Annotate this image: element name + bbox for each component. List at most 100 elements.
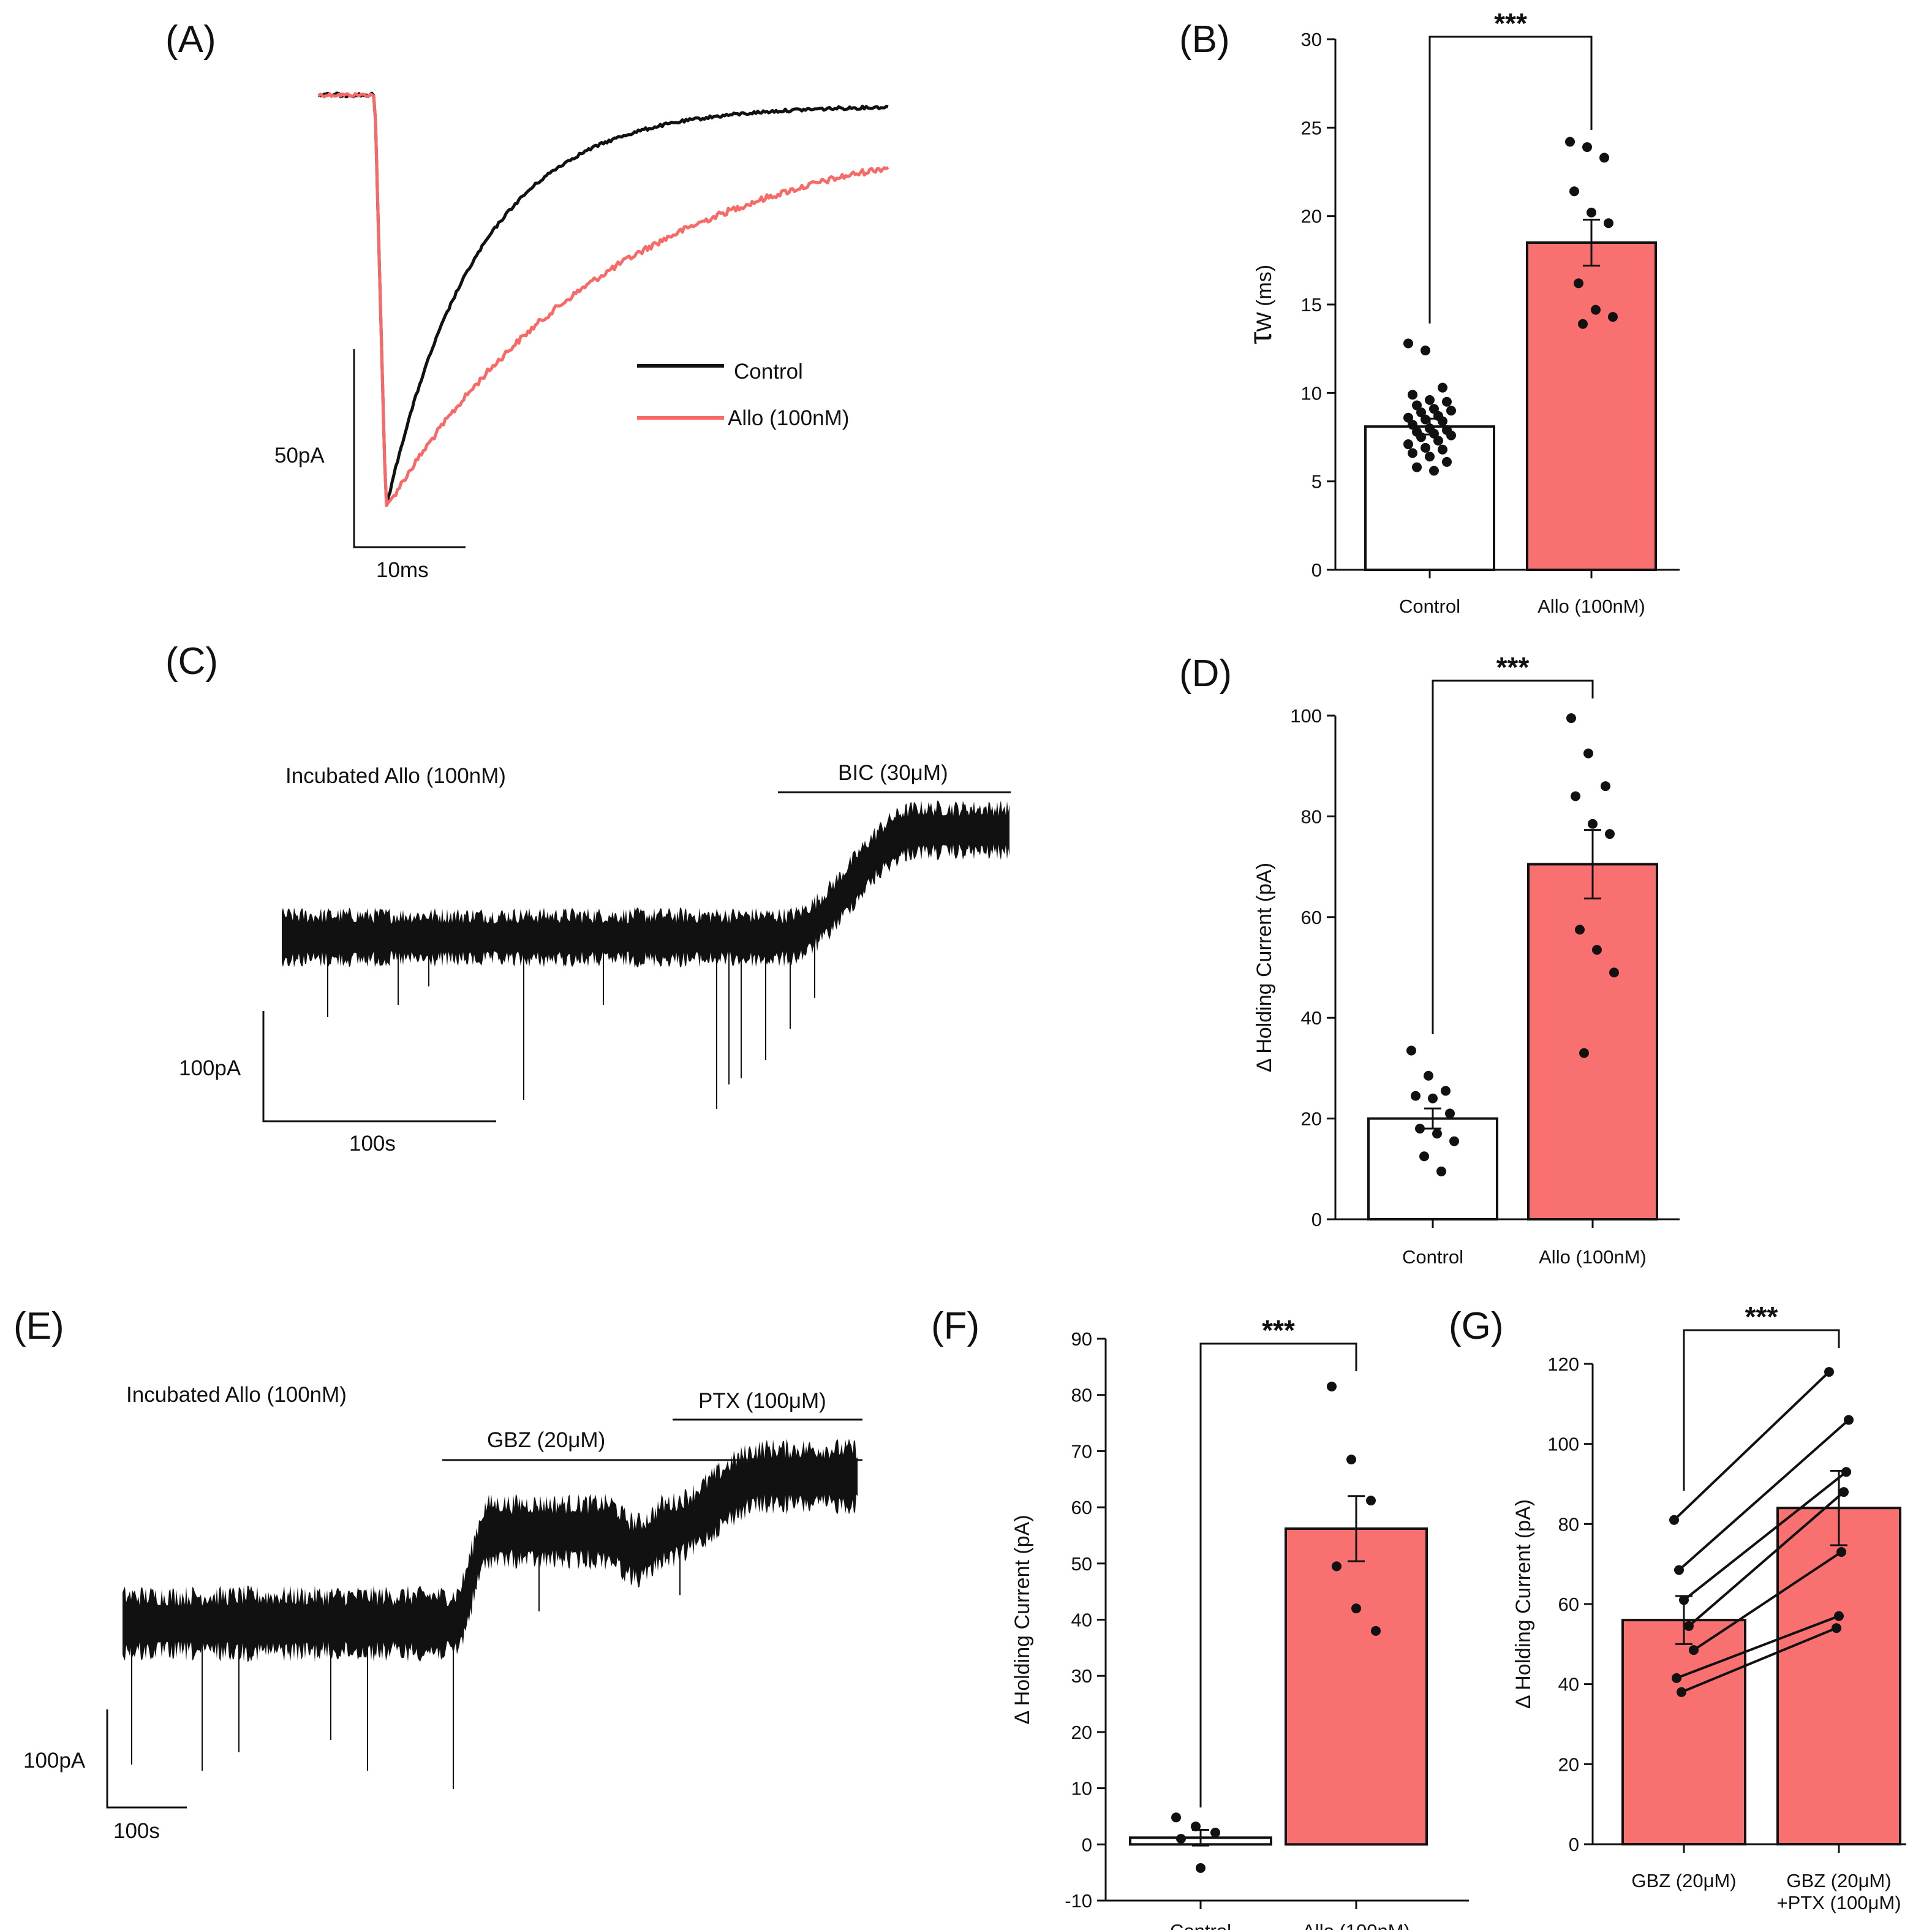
y-tick-label: 20 [1301, 206, 1322, 227]
significance-label: *** [1496, 651, 1530, 683]
significance-label: *** [1494, 7, 1527, 39]
condition-label-e: Incubated Allo (100nM) [126, 1383, 347, 1407]
data-point [1679, 1595, 1689, 1605]
y-tick-label: 70 [1071, 1440, 1092, 1462]
significance-bracket [1199, 1342, 1357, 1807]
data-point [1844, 1415, 1854, 1425]
y-axis-label: Δ Holding Current (pA) [1253, 863, 1276, 1072]
y-axis-label-text: W (ms) [1253, 265, 1276, 332]
data-point [1442, 396, 1452, 407]
panel-label-c: (C) [165, 640, 218, 683]
data-point [1609, 967, 1619, 978]
scale-y-label-e: 100pA [23, 1749, 86, 1773]
data-point [1327, 1381, 1337, 1391]
data-point [1421, 346, 1430, 356]
data-point [1408, 420, 1417, 430]
data-point [1424, 1070, 1433, 1081]
data-point [1408, 390, 1417, 400]
scale-y-label-a: 50pA [274, 444, 325, 467]
y-tick-label: 80 [1558, 1513, 1579, 1535]
chart-g: 0 20 40 60 80 100 120 Δ Holding Current (pA) GBZ… [1512, 1301, 1906, 1913]
bar-second [1285, 1527, 1428, 1846]
drug-label-gbz: GBZ (20μM) [487, 1428, 605, 1452]
chart-b: 0 5 10 15 20 25 30 τW (ms) Control Allo (100nM) **… [1243, 7, 1680, 617]
panel-label-g: (G) [1449, 1305, 1504, 1347]
paired-line [1683, 1470, 1847, 1602]
significance-label: *** [1745, 1301, 1778, 1333]
y-tick-label: 60 [1558, 1594, 1579, 1615]
data-point [1436, 1166, 1446, 1176]
paired-line [1692, 1551, 1843, 1651]
x-tick-label: Allo (100nM) [1538, 596, 1645, 617]
y-tick-label: 20 [1558, 1754, 1579, 1775]
data-point [1421, 442, 1430, 453]
data-point [1601, 781, 1610, 792]
chart-f: -10 0 10 20 30 40 50 60 70 80 90 Δ Holding Current … [1011, 1314, 1469, 1930]
x-tick-label: Control [1402, 1246, 1463, 1268]
data-point [1834, 1611, 1844, 1621]
data-point [1210, 1828, 1220, 1838]
significance-bracket [1683, 1329, 1840, 1491]
data-point [1403, 338, 1413, 349]
data-point [1569, 186, 1579, 197]
y-tick-label: 0 [1311, 1209, 1322, 1230]
data-point [1433, 436, 1443, 446]
data-point [1411, 1091, 1421, 1101]
data-point [1332, 1561, 1341, 1572]
drug-label-ptx: PTX (100μM) [698, 1389, 826, 1413]
data-point [1677, 1687, 1686, 1697]
y-tick-label: 80 [1301, 806, 1322, 827]
y-tick-label: 10 [1071, 1778, 1092, 1799]
scale-x-label-a: 10ms [376, 558, 429, 582]
data-point [1446, 430, 1456, 441]
bar-first [1621, 1619, 1746, 1845]
data-point [1412, 462, 1422, 472]
y-tick-label: 100 [1547, 1434, 1579, 1455]
panel-b: (B) 0 5 10 15 20 25 30 τW (ms) Control Allo (100n… [1179, 7, 1680, 617]
x-tick-label: Allo (100nM) [1539, 1246, 1647, 1268]
data-point [1403, 439, 1413, 450]
data-point [1689, 1645, 1699, 1656]
data-point [1446, 406, 1456, 416]
y-tick-label: 40 [1071, 1610, 1092, 1631]
y-axis-label: τW (ms) [1243, 265, 1278, 344]
y-tick-label: 0 [1082, 1834, 1092, 1855]
y-tick-label: 120 [1547, 1353, 1579, 1375]
y-axis-label: Δ Holding Current (pA) [1512, 1499, 1535, 1709]
data-point [1421, 414, 1430, 425]
panel-label-a: (A) [165, 18, 216, 61]
data-point [1442, 456, 1452, 467]
x-tick-label: +PTX (100μM) [1776, 1892, 1901, 1913]
x-tick-label: Control [1170, 1920, 1231, 1930]
scale-bar-c [262, 1011, 496, 1122]
y-tick-label: -10 [1065, 1890, 1092, 1912]
data-point [1425, 395, 1435, 405]
data-point [1371, 1625, 1381, 1636]
data-point [1416, 432, 1426, 442]
trace-allo [317, 92, 889, 507]
trace-e-events [131, 1540, 681, 1789]
data-point [1684, 1621, 1694, 1631]
y-tick-label: 25 [1301, 117, 1322, 138]
legend-label-allo: Allo (100nM) [728, 406, 849, 430]
significance-label: *** [1262, 1314, 1295, 1346]
paired-line [1678, 1418, 1850, 1571]
x-tick-label: GBZ (20μM) [1786, 1870, 1891, 1891]
data-point [1575, 925, 1585, 935]
data-point [1429, 428, 1439, 439]
x-tick-label: GBZ (20μM) [1631, 1870, 1736, 1891]
panel-f: (F) -10 0 10 20 30 40 50 60 70 80 90 Δ Holding Curr… [931, 1305, 1469, 1930]
y-tick-label: 80 [1071, 1385, 1092, 1406]
data-point [1176, 1834, 1186, 1844]
data-point [1412, 400, 1422, 411]
data-point [1351, 1603, 1361, 1614]
data-point [1674, 1565, 1684, 1575]
data-point [1438, 444, 1447, 455]
condition-label-c: Incubated Allo (100nM) [285, 764, 506, 788]
y-axis-label-symbol: τ [1243, 331, 1278, 344]
data-point [1579, 1048, 1589, 1058]
data-point [1588, 819, 1598, 829]
trace-c-noise [282, 800, 1009, 968]
data-point [1592, 945, 1602, 955]
data-point [1605, 829, 1615, 839]
